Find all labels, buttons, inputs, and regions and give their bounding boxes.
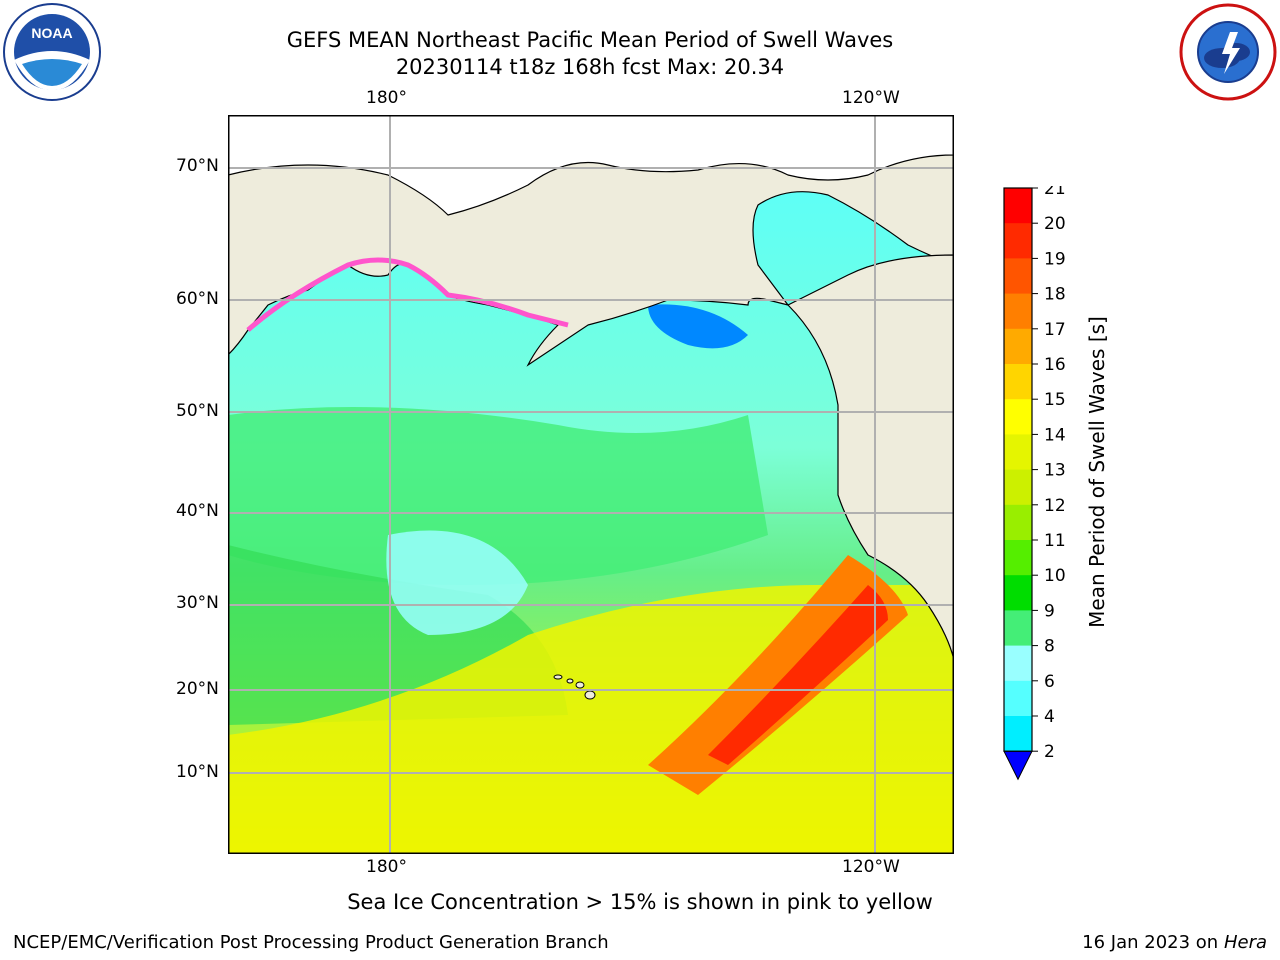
date-text: 16 Jan 2023 on Hera [1082, 932, 1267, 953]
lat-label-60n: 60°N [176, 289, 219, 309]
colorbar-tick-label: 13 [1044, 461, 1066, 481]
colorbar-segment [1004, 188, 1032, 224]
colorbar-extend-arrow [1003, 750, 1033, 781]
colorbar-tick-label: 20 [1044, 214, 1066, 234]
ocean-cyan-patch [386, 530, 528, 635]
lat-label-10n: 10°N [176, 762, 219, 782]
colorbar-tick-label: 19 [1044, 249, 1066, 269]
colorbar-segment [1004, 364, 1032, 400]
colorbar-tick-label: 21 [1044, 186, 1066, 199]
colorbar-segment [1004, 293, 1032, 330]
lat-label-20n: 20°N [176, 679, 219, 699]
ocean-green-band [228, 407, 768, 585]
colorbar-tick-label: 12 [1044, 496, 1066, 516]
arctic-ocean [227, 114, 955, 216]
colorbar-segment [1004, 645, 1032, 682]
svg-text:NOAA: NOAA [31, 25, 72, 41]
sea-ice-note: Sea Ice Concentration > 15% is shown in … [347, 890, 933, 914]
colorbar-tick-label: 15 [1044, 390, 1066, 410]
date-label: 16 Jan 2023 on [1082, 932, 1219, 953]
credit-text: NCEP/EMC/Verification Post Processing Pr… [13, 932, 609, 953]
sea-ice-edge [246, 257, 569, 332]
system-name: Hera [1223, 932, 1267, 953]
colorbar-svg: 21 20 19 18 17 16 15 14 13 12 11 10 9 8 6 4 2 [1003, 179, 1066, 781]
colorbar-segment [1004, 540, 1032, 576]
nws-logo-icon [1178, 2, 1278, 102]
lat-label-40n: 40°N [176, 501, 219, 521]
colorbar-tick-label: 16 [1044, 355, 1066, 375]
map-border [228, 115, 954, 854]
colorbar-segment [1004, 399, 1032, 435]
lat-label-50n: 50°N [176, 401, 219, 421]
colorbar-segment [1004, 328, 1032, 365]
colorbar-tick-label: 14 [1044, 425, 1066, 445]
lon-label-top-180: 180° [366, 88, 407, 108]
lat-label-70n: 70°N [176, 156, 219, 176]
colorbar-segment [1004, 680, 1032, 717]
colorbar-tick-label: 17 [1044, 320, 1066, 340]
colorbar-segment [1004, 434, 1032, 471]
lon-label-bottom-180: 180° [366, 857, 407, 877]
land-north-america [786, 254, 955, 661]
colorbar-tick-label: 6 [1044, 672, 1055, 692]
colorbar-segment [1004, 610, 1032, 647]
colorbar-label: Mean Period of Swell Waves [s] [1085, 316, 1109, 628]
plot-title-line2: 20230114 t18z 168h fcst Max: 20.34 [395, 55, 785, 79]
colorbar-segment [1004, 469, 1032, 506]
map-panel [227, 114, 955, 854]
colorbar-tick-label: 18 [1044, 285, 1066, 305]
lon-label-bottom-120w: 120°W [842, 857, 900, 877]
lon-label-top-120w: 120°W [842, 88, 900, 108]
plot-title-line1: GEFS MEAN Northeast Pacific Mean Period … [286, 28, 894, 52]
lat-label-30n: 30°N [176, 593, 219, 613]
colorbar-tick-label: 10 [1044, 566, 1066, 586]
colorbar-segment [1004, 716, 1032, 752]
colorbar-tick-label: 2 [1044, 742, 1055, 762]
colorbar-segment [1004, 223, 1032, 259]
ocean-blue-gulf [648, 304, 748, 349]
colorbar-tick-label: 4 [1044, 707, 1055, 727]
colorbar-tick-label: 9 [1044, 601, 1055, 621]
colorbar-segment [1004, 504, 1032, 541]
graticule [228, 115, 954, 854]
colorbar-tick-label: 8 [1044, 637, 1055, 657]
swell-red-core [708, 585, 888, 765]
colorbar-tick-label: 11 [1044, 531, 1066, 551]
colorbar-segment [1004, 258, 1032, 295]
hawaii-islands [553, 674, 596, 700]
colorbar-segment [1004, 575, 1032, 611]
noaa-logo-icon: NOAA [2, 2, 102, 102]
colorbar: 21 20 19 18 17 16 15 14 13 12 11 10 9 8 6 4 2 [1000, 179, 1140, 786]
